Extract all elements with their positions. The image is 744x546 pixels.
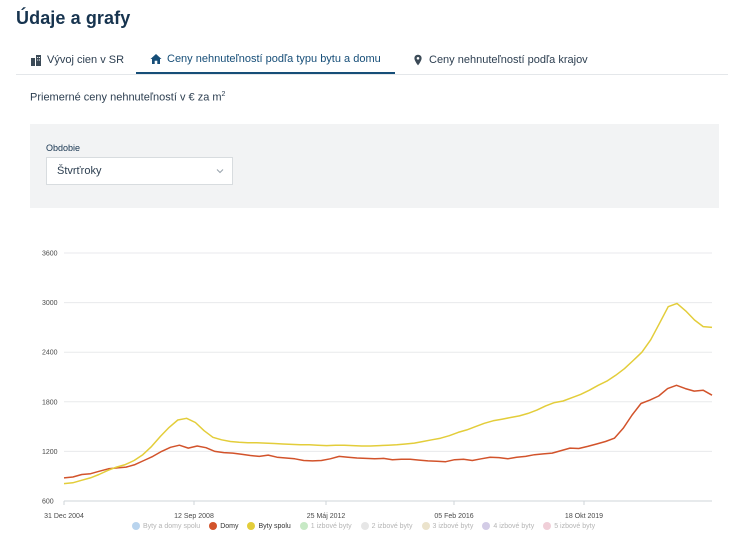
legend-marker	[482, 522, 491, 530]
x-tick-label: 12 Sep 2008	[174, 513, 214, 520]
y-tick-label: 1800	[42, 399, 58, 406]
legend-marker	[421, 522, 430, 530]
y-tick-label: 3000	[42, 300, 58, 307]
legend-label: 2 izbové byty	[371, 522, 413, 530]
legend-item-byty-spolu[interactable]: Byty spolu	[247, 522, 291, 530]
legend-item-1-izbové-byty[interactable]: 1 izbové byty	[299, 522, 352, 530]
legend-item-byty-a-domy-spolu[interactable]: Byty a domy spolu	[132, 522, 200, 530]
period-select[interactable]: Štvrťroky	[46, 157, 233, 185]
series-line-domy[interactable]	[63, 384, 713, 479]
legend-label: 5 izbové byty	[554, 522, 596, 530]
tab-vyvoj-cien[interactable]: Vývoj cien v SR	[30, 46, 124, 73]
chart-subtitle: Priemerné ceny nehnuteľností v € za m2	[30, 91, 226, 104]
legend-label: 4 izbové byty	[493, 522, 535, 530]
buildings-icon	[30, 54, 42, 66]
legend-marker	[247, 522, 256, 530]
legend-label: Byty a domy spolu	[143, 522, 201, 530]
filter-panel: Obdobie Štvrťroky	[30, 124, 719, 208]
tab-label: Ceny nehnuteľností podľa krajov	[429, 53, 588, 66]
tab-label: Vývoj cien v SR	[47, 53, 125, 66]
period-select-value: Štvrťroky	[57, 165, 102, 177]
y-tick-label: 1200	[42, 449, 58, 456]
x-tick-label: 31 Dec 2004	[44, 513, 84, 520]
map-pin-icon	[412, 54, 424, 66]
tab-label: Ceny nehnuteľností podľa typu bytu a dom…	[167, 53, 381, 65]
legend-label: 3 izbové byty	[432, 522, 474, 530]
legend-label: 1 izbové byty	[310, 522, 352, 530]
legend-label: Byty spolu	[258, 522, 291, 530]
tab-ceny-podla-krajov[interactable]: Ceny nehnuteľností podľa krajov	[412, 46, 588, 73]
legend-item-domy[interactable]: Domy	[209, 522, 238, 530]
tab-bar: Vývoj cien v SR Ceny nehnuteľností podľa…	[16, 46, 728, 75]
legend-marker	[132, 522, 140, 530]
legend-item-5-izbové-byty[interactable]: 5 izbové byty	[543, 522, 595, 530]
tab-ceny-podla-typu[interactable]: Ceny nehnuteľností podľa typu bytu a dom…	[136, 46, 395, 74]
legend-marker	[299, 522, 308, 530]
price-line-chart: 3600 3000 2400 1800 1200 600 31 Dec 2004 12 Sep…	[42, 251, 713, 520]
x-tick-label: 25 Máj 2012	[307, 513, 346, 520]
chart-legend: Byty a domy spolu Domy Byty spolu 1 izbové …	[132, 522, 604, 530]
legend-marker	[543, 522, 552, 530]
legend-item-2-izbové-byty[interactable]: 2 izbové byty	[360, 522, 413, 530]
page-title: Údaje a grafy	[16, 8, 131, 28]
period-label: Obdobie	[46, 143, 81, 153]
legend-marker	[360, 522, 369, 530]
legend-item-4-izbové-byty[interactable]: 4 izbové byty	[482, 522, 534, 530]
x-tick-label: 18 Okt 2019	[565, 513, 603, 520]
legend-label: Domy	[220, 522, 239, 530]
chevron-down-icon	[215, 166, 225, 176]
legend-marker	[209, 522, 218, 530]
y-tick-label: 3600	[42, 251, 58, 258]
y-tick-label: 2400	[42, 350, 58, 357]
legend-item-3-izbové-byty[interactable]: 3 izbové byty	[421, 522, 474, 530]
x-tick-label: 05 Feb 2016	[434, 513, 473, 520]
home-icon	[150, 53, 162, 65]
y-tick-label: 600	[42, 499, 54, 506]
series-line-byty-spolu[interactable]	[63, 302, 713, 485]
